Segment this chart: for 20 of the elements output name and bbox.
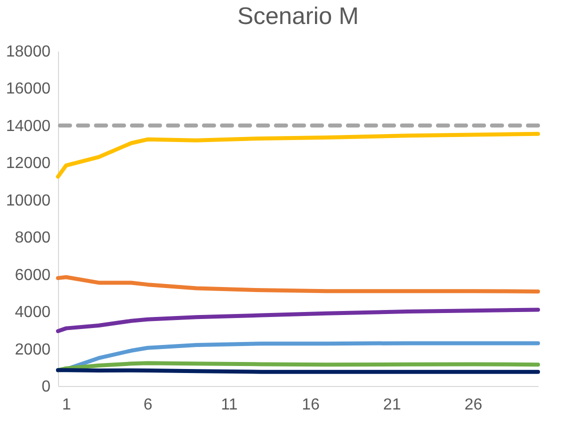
line-series xyxy=(56,132,540,179)
line-series xyxy=(56,275,540,294)
y-tick-label: 18000 xyxy=(6,44,51,60)
x-tick-label: 11 xyxy=(221,396,238,414)
y-tick-label: 10000 xyxy=(6,192,51,210)
line-series xyxy=(56,308,540,334)
x-tick-label: 21 xyxy=(383,396,402,414)
y-tick-label: 12000 xyxy=(6,155,51,172)
chart-title: Scenario M xyxy=(237,3,359,30)
y-tick-label: 0 xyxy=(42,378,51,396)
y-tick-label: 16000 xyxy=(6,80,51,98)
x-tick-label: 6 xyxy=(144,396,153,414)
y-tick-label: 8000 xyxy=(14,230,51,247)
x-tick-label: 26 xyxy=(464,396,482,414)
y-tick-label: 14000 xyxy=(6,118,51,135)
y-tick-label: 2000 xyxy=(14,341,51,358)
y-tick-label: 4000 xyxy=(14,304,51,322)
x-tick-label: 16 xyxy=(302,396,320,414)
y-tick-label: 6000 xyxy=(14,266,51,284)
x-tick-label: 1 xyxy=(62,396,72,414)
